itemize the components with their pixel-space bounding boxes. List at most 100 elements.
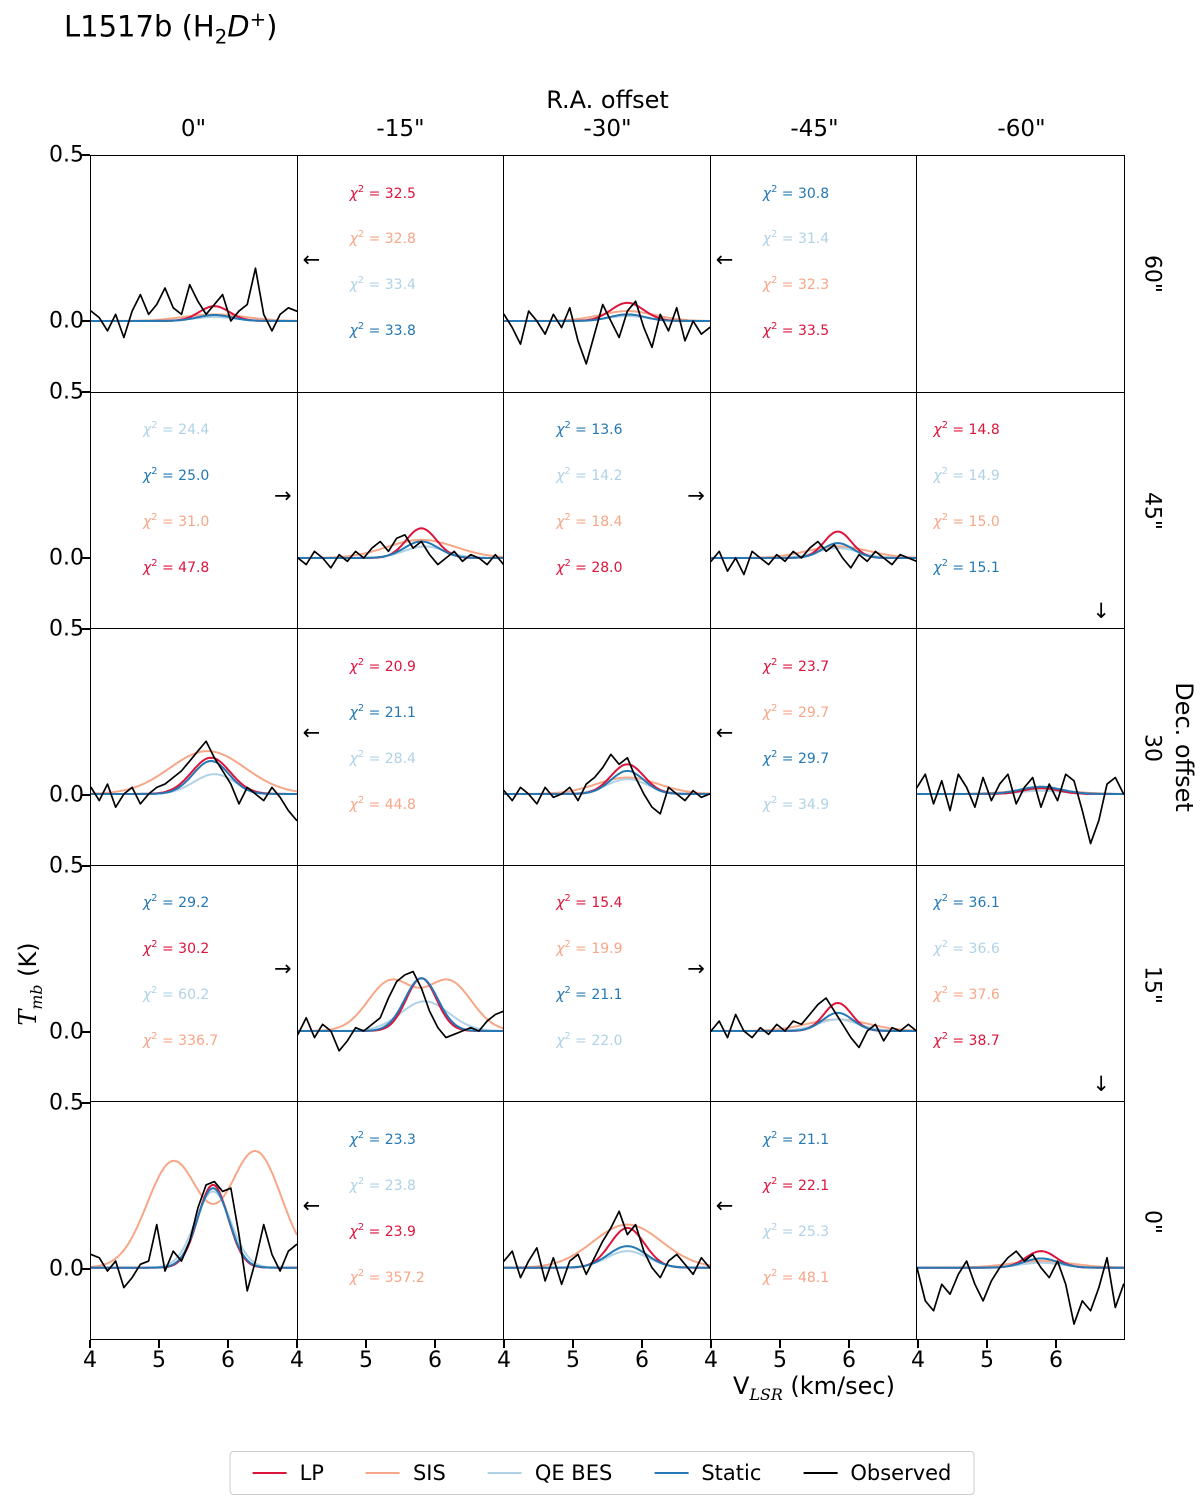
legend-item-static: Static <box>654 1461 761 1485</box>
legend-label: Observed <box>850 1461 952 1485</box>
x-tick-label: 4 <box>83 1348 97 1373</box>
x-tick-label: 5 <box>980 1348 994 1373</box>
y-axis-label: Tmb (K) <box>14 942 46 1026</box>
top-axis-label: R.A. offset <box>546 86 669 114</box>
row-label-2: 30 <box>1139 733 1165 762</box>
spectrum-plot <box>917 773 1124 845</box>
empty-panel-r0c4 <box>917 156 1124 393</box>
chi2-value-qe-bes: χ2 = 31.4 <box>762 229 830 248</box>
chi2-panel-r1c4: χ2 = 14.8 χ2 = 14.9 χ2 = 15.0 χ2 = 15.1 ↓ <box>917 393 1124 630</box>
chi2-value-static: χ2 = 30.8 <box>762 183 830 202</box>
chi2-panel-r0c3: χ2 = 30.8 χ2 = 31.4 χ2 = 32.3 χ2 = 33.5 ← <box>710 156 918 393</box>
chi2-value-sis: χ2 = 32.8 <box>349 229 416 248</box>
chi2-panel-r3c4: χ2 = 36.1 χ2 = 36.6 χ2 = 37.6 χ2 = 38.7 ↓ <box>917 866 1124 1103</box>
chi2-value-qe-bes: χ2 = 36.6 <box>933 939 1000 958</box>
chi2-value-sis: χ2 = 32.3 <box>762 275 830 294</box>
y-tick-mark <box>82 1102 90 1104</box>
chi2-value-qe-bes: χ2 = 28.4 <box>349 748 416 767</box>
column-header-4: -60" <box>997 116 1046 142</box>
chi2-value-qe-bes: χ2 = 34.9 <box>762 794 830 813</box>
spectrum-panel-r3c1 <box>297 865 505 1103</box>
x-tick-mark <box>986 1340 988 1348</box>
figure-title: L1517b (H2D+) <box>64 8 278 49</box>
chi2-value-static: χ2 = 36.1 <box>933 893 1000 912</box>
chi2-value-static: χ2 = 21.1 <box>762 1130 830 1148</box>
chi2-panel-r3c0: χ2 = 29.2 χ2 = 30.2 χ2 = 60.2 χ2 = 336.7 → <box>91 865 298 1103</box>
chi2-value-lp: χ2 = 47.8 <box>143 558 210 576</box>
chi2-panel-r1c2: χ2 = 13.6 χ2 = 14.2 χ2 = 18.4 χ2 = 28.0 → <box>504 392 711 630</box>
spectrum-plot <box>91 740 297 822</box>
chi2-panel-r2c1: χ2 = 20.9 χ2 = 21.1 χ2 = 28.4 χ2 = 44.8 ← <box>297 629 505 866</box>
chi2-value-sis: χ2 = 336.7 <box>143 1031 219 1049</box>
chi2-value-sis: χ2 = 44.8 <box>349 794 416 813</box>
x-tick-label: 5 <box>773 1348 787 1373</box>
x-tick-mark <box>641 1340 643 1348</box>
y-tick-label: 0.0 <box>49 1019 84 1045</box>
x-tick-label: 4 <box>704 1348 718 1373</box>
chi2-value-static: χ2 = 13.6 <box>556 420 623 438</box>
x-tick-label: 6 <box>842 1348 856 1373</box>
legend-item-qe-bes: QE BES <box>487 1461 612 1485</box>
arrow-left-icon: ← <box>302 720 321 745</box>
x-tick-label: 6 <box>635 1348 649 1373</box>
x-tick-mark <box>503 1340 505 1348</box>
chi2-value-sis: χ2 = 18.4 <box>556 512 623 530</box>
chi2-value-qe-bes: χ2 = 25.3 <box>762 1222 830 1241</box>
chi2-value-sis: χ2 = 48.1 <box>762 1268 830 1287</box>
legend-line-swatch <box>803 1472 838 1474</box>
legend-line-swatch <box>487 1472 522 1474</box>
chi2-value-lp: χ2 = 20.9 <box>349 656 416 675</box>
spectrum-plot <box>504 300 710 365</box>
chi2-value-lp: χ2 = 23.7 <box>762 656 830 675</box>
spectrum-plot <box>504 753 710 815</box>
chi2-value-qe-bes: χ2 = 23.8 <box>349 1176 416 1195</box>
spectrum-panel-r3c3 <box>710 865 918 1103</box>
chi2-value-sis: χ2 = 15.0 <box>933 512 1000 530</box>
spectrum-plot <box>91 1150 297 1293</box>
arrow-right-icon: → <box>273 483 292 508</box>
x-tick-label: 6 <box>1049 1348 1063 1373</box>
legend-label: LP <box>299 1461 324 1485</box>
y-tick-label: 0.0 <box>49 1256 84 1282</box>
legend-line-swatch <box>252 1472 287 1474</box>
spectrum-plot <box>91 267 297 339</box>
chi2-value-qe-bes: χ2 = 60.2 <box>143 985 210 1004</box>
legend-line-swatch <box>654 1472 689 1474</box>
legend-item-lp: LP <box>252 1461 324 1485</box>
column-header-3: -45" <box>790 116 839 142</box>
chi2-value-lp: χ2 = 30.2 <box>143 939 210 958</box>
chi2-value-sis: χ2 = 29.7 <box>762 702 830 721</box>
x-tick-label: 4 <box>497 1348 511 1373</box>
chi2-value-lp: χ2 = 15.4 <box>556 893 623 912</box>
row-label-0: 60" <box>1139 254 1165 293</box>
x-tick-label: 5 <box>152 1348 166 1373</box>
spectra-grid: χ2 = 32.5 χ2 = 32.8 χ2 = 33.4 χ2 = 33.8 ← χ2 … <box>90 155 1125 1340</box>
arrow-right-icon: → <box>687 956 705 981</box>
chi2-panel-r3c2: χ2 = 15.4 χ2 = 19.9 χ2 = 21.1 χ2 = 22.0 → <box>504 865 711 1103</box>
legend-label: Static <box>701 1461 762 1485</box>
chi2-value-sis: χ2 = 31.0 <box>143 512 210 530</box>
y-tick-label: 0.5 <box>49 1090 84 1116</box>
y-tick-mark <box>82 320 90 322</box>
x-tick-mark <box>848 1340 850 1348</box>
x-tick-label: 6 <box>221 1348 235 1373</box>
y-tick-label: 0.0 <box>49 308 84 334</box>
row-label-4: 0" <box>1139 1209 1165 1234</box>
legend-item-sis: SIS <box>365 1461 446 1485</box>
arrow-left-icon: ← <box>302 1193 321 1218</box>
spectrum-panel-r1c3 <box>710 392 918 630</box>
arrow-left-icon: ← <box>302 247 321 272</box>
chi2-value-static: χ2 = 29.2 <box>143 893 210 912</box>
arrow-left-icon: ← <box>715 1193 734 1218</box>
y-tick-mark <box>82 1268 90 1270</box>
chi2-value-qe-bes: χ2 = 33.4 <box>349 275 416 294</box>
chi2-value-static: χ2 = 21.1 <box>349 702 416 721</box>
legend-line-swatch <box>365 1472 400 1474</box>
row-label-1: 45" <box>1139 491 1165 530</box>
y-tick-mark <box>82 628 90 630</box>
chi2-value-lp: χ2 = 38.7 <box>933 1031 1000 1049</box>
spectrum-plot <box>297 970 504 1052</box>
chi2-value-static: χ2 = 15.1 <box>933 558 1000 576</box>
column-header-2: -30" <box>583 116 632 142</box>
x-tick-label: 5 <box>359 1348 373 1373</box>
